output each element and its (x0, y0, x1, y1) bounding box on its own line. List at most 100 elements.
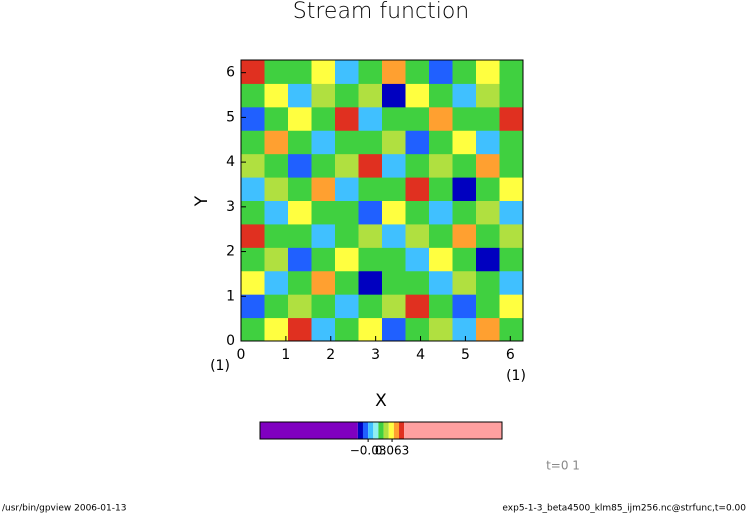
heat-cell (335, 270, 359, 295)
heat-cell (499, 270, 524, 295)
heat-cell (358, 177, 383, 201)
chart-title: Stream function (293, 0, 469, 24)
heat-cell (264, 106, 289, 131)
colorbar-segment (383, 422, 389, 439)
heat-cell (382, 106, 406, 131)
heat-cell (311, 60, 336, 84)
heat-cell (429, 223, 453, 248)
heat-cell (476, 317, 500, 342)
heat-cell (499, 317, 524, 342)
footer-left: /usr/bin/gpview 2006-01-13 (2, 504, 126, 513)
heat-cell (241, 200, 265, 225)
heat-cell (358, 200, 383, 225)
heat-cell (452, 270, 477, 295)
heat-cell (264, 177, 289, 201)
colorbar-tick-label: 0.063 (375, 444, 409, 458)
heat-cell (405, 294, 430, 319)
footer-right: exp5-1-3_beta4500_klm85_ijm256.nc@strfun… (502, 504, 746, 513)
heat-cell (241, 130, 265, 155)
heat-cell (476, 177, 500, 201)
heat-cell (476, 200, 500, 225)
heat-cell (311, 223, 336, 248)
time-label: t=0 1 (546, 459, 580, 473)
heat-cell (358, 270, 383, 295)
heat-cell (476, 153, 500, 178)
heat-cell (405, 317, 430, 342)
heat-cell (429, 294, 453, 319)
y-units: (1) (210, 358, 230, 374)
heat-cell (452, 60, 477, 84)
heat-cell (382, 223, 406, 248)
heat-cell (476, 247, 500, 272)
heat-cell (358, 317, 383, 342)
heat-cell (358, 106, 383, 131)
heat-cell (382, 200, 406, 225)
heat-cell (452, 83, 477, 108)
heat-cell (335, 130, 359, 155)
x-tick-label: 6 (506, 347, 515, 363)
heat-cell (476, 106, 500, 131)
heat-cell (288, 200, 312, 225)
heat-cell (241, 177, 265, 201)
heat-cell (429, 177, 453, 201)
heat-cell (476, 83, 500, 108)
heat-cell (382, 60, 406, 84)
heat-cell (288, 294, 312, 319)
x-units: (1) (506, 368, 526, 384)
heat-cell (311, 177, 336, 201)
y-tick-label: 6 (226, 65, 235, 81)
heat-cell (335, 317, 359, 342)
heat-cell (499, 130, 524, 155)
heat-cell (499, 153, 524, 178)
y-tick-label: 0 (226, 333, 235, 349)
colorbar-segment (260, 422, 358, 439)
heat-cell (358, 223, 383, 248)
heat-cell (264, 247, 289, 272)
heat-cell (429, 317, 453, 342)
heat-cell (358, 294, 383, 319)
heat-cell (241, 317, 265, 342)
heat-cell (499, 223, 524, 248)
heat-cell (288, 317, 312, 342)
x-tick-label: 0 (237, 347, 246, 363)
heat-cell (264, 60, 289, 84)
heat-cell (288, 130, 312, 155)
heat-cell (476, 60, 500, 84)
heat-cell (429, 106, 453, 131)
heat-cell (288, 106, 312, 131)
heat-cell (476, 270, 500, 295)
colorbar-segment (388, 422, 394, 439)
heat-cell (382, 294, 406, 319)
heat-cell (264, 83, 289, 108)
heat-cell (241, 60, 265, 84)
heat-cell (405, 130, 430, 155)
colorbar-frame (259, 421, 503, 440)
heat-cell (405, 106, 430, 131)
heat-cell (382, 317, 406, 342)
colorbar-segment (378, 422, 384, 439)
x-tick-label: 3 (371, 347, 380, 363)
heat-cell (382, 270, 406, 295)
heat-cell (452, 247, 477, 272)
y-tick-label: 3 (226, 199, 235, 215)
y-tick-label: 1 (226, 288, 235, 304)
heat-cell (288, 60, 312, 84)
heat-cell (382, 130, 406, 155)
heat-cell (499, 106, 524, 131)
colorbar-segment (399, 422, 405, 439)
x-tick-label: 2 (326, 347, 335, 363)
heat-cell (335, 83, 359, 108)
colorbar-segment (404, 422, 502, 439)
heat-cell (405, 177, 430, 201)
colorbar-segment (393, 422, 400, 439)
heat-cell (288, 83, 312, 108)
heat-cell (241, 270, 265, 295)
heat-cell (241, 83, 265, 108)
heat-cell (429, 200, 453, 225)
heat-cell (499, 200, 524, 225)
heat-cell (264, 270, 289, 295)
y-tick-label: 5 (226, 109, 235, 125)
x-tick-label: 5 (461, 347, 470, 363)
colorbar-segment (368, 422, 374, 439)
heat-cell (241, 153, 265, 178)
